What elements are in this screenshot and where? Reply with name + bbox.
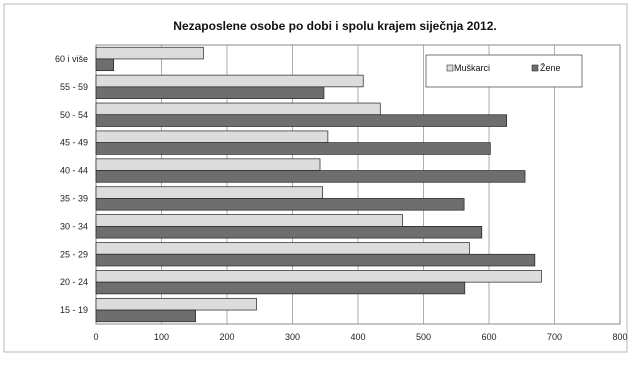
x-tick-label: 300 [285,332,300,342]
bars [95,46,542,323]
bar-muskarci [95,158,321,171]
x-tick-label: 500 [416,332,431,342]
x-axis-ticks: 0 100 200 300 400 500 600 700 800 [93,332,627,342]
y-tick-label: 45 - 49 [60,138,88,148]
x-tick-label: 400 [350,332,365,342]
x-tick-label: 600 [481,332,496,342]
bar-muskarci [95,102,381,116]
x-tick-label: 0 [93,332,98,342]
y-tick-label: 35 - 39 [60,193,88,203]
y-tick-label: 15 - 19 [60,305,88,315]
y-tick-label: 60 i više [55,54,88,64]
bar-zene [95,309,196,323]
bar-zene [95,226,483,239]
y-tick-label: 20 - 24 [60,277,88,287]
bar-muskarci [95,74,364,88]
legend-swatch-zene [531,64,539,72]
bar-muskarci [95,270,542,283]
chart-title: Nezaposlene osobe po dobi i spolu krajem… [173,19,496,33]
x-tick-label: 200 [219,332,234,342]
legend-label-muskarci: Muškarci [454,63,490,73]
legend-swatch-muskarci [446,64,454,72]
bar-zene [95,114,508,127]
bar-muskarci [95,242,470,255]
legend: Muškarci Žene [425,54,583,88]
bar-zene [95,170,526,183]
bar-zene [95,58,115,72]
bar-muskarci [95,214,403,227]
y-tick-label: 30 - 34 [60,221,88,231]
y-tick-label: 50 - 54 [60,110,88,120]
bar-muskarci [95,46,204,60]
x-tick-label: 100 [154,332,169,342]
y-axis-ticks: 60 i više 55 - 59 50 - 54 45 - 49 40 - 44 35 … [55,54,88,315]
x-tick-label: 800 [612,332,627,342]
bar-zene [95,86,325,99]
bar-zene [95,253,536,267]
bar-muskarci [95,186,323,199]
bar-muskarci [95,130,329,144]
y-tick-label: 55 - 59 [60,82,88,92]
x-tick-label: 700 [547,332,562,342]
bar-muskarci [95,297,257,311]
bar-zene [95,281,466,295]
bar-zene [95,198,465,211]
y-tick-label: 25 - 29 [60,249,88,259]
legend-label-zene: Žene [540,63,561,73]
bar-zene [95,142,491,155]
y-tick-label: 40 - 44 [60,166,88,176]
